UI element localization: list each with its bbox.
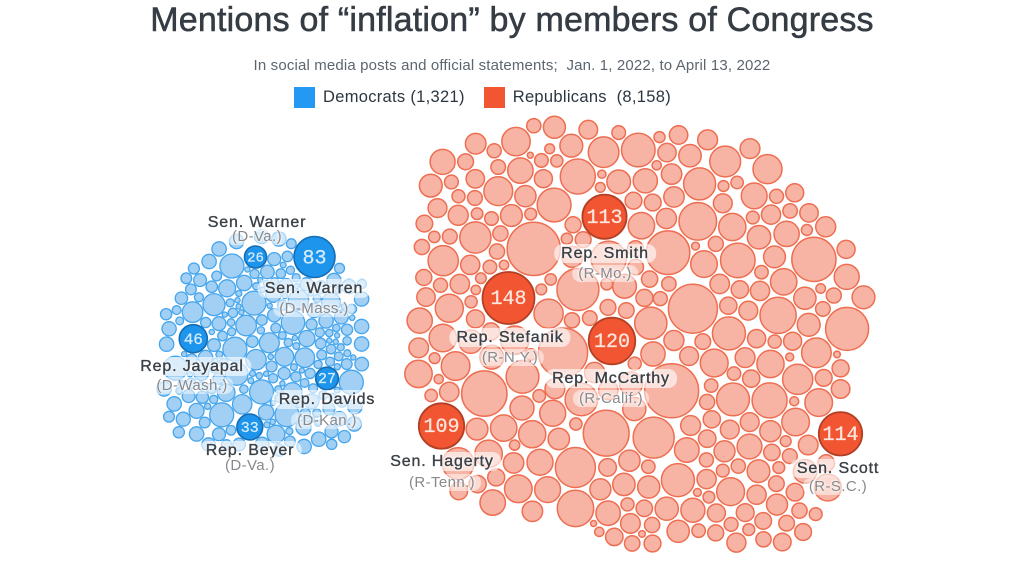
svg-text:83: 83 [302, 248, 326, 271]
svg-text:27: 27 [318, 371, 336, 388]
svg-text:113: 113 [586, 207, 622, 230]
svg-text:120: 120 [594, 331, 630, 354]
svg-text:109: 109 [423, 416, 459, 439]
svg-text:33: 33 [241, 420, 259, 437]
svg-text:26: 26 [247, 251, 264, 267]
svg-text:114: 114 [822, 424, 858, 447]
svg-text:148: 148 [490, 288, 526, 311]
svg-text:46: 46 [184, 331, 203, 349]
